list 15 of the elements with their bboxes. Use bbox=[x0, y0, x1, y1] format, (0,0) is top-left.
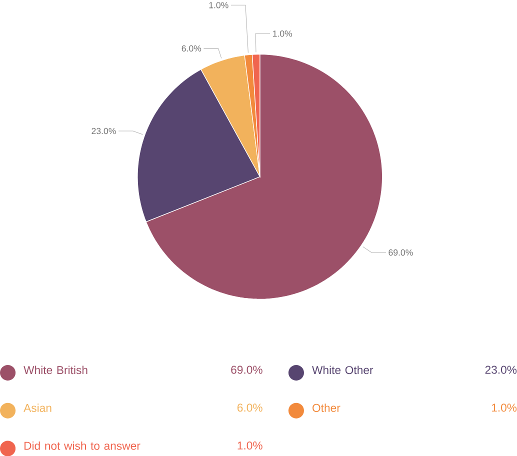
text: 1.0% bbox=[238, 441, 262, 450]
legend-label: Did not wish to answer bbox=[24, 441, 140, 450]
data-label: 1.0% bbox=[209, 2, 228, 8]
text: 1.0% bbox=[492, 403, 517, 412]
text: 69.0% bbox=[231, 366, 262, 374]
data-label: 23.0% bbox=[92, 128, 116, 134]
data-label: 6.0% bbox=[182, 45, 202, 52]
data-label: 1.0% bbox=[273, 30, 292, 37]
legend-label: Other bbox=[312, 403, 340, 412]
text: 23.0% bbox=[485, 366, 517, 374]
legend-label: White Other bbox=[312, 366, 374, 374]
data-label: 69.0% bbox=[388, 249, 413, 256]
legend-label: White British bbox=[24, 366, 88, 374]
text: 6.0% bbox=[237, 403, 262, 412]
legend-label: Asian bbox=[24, 403, 52, 412]
